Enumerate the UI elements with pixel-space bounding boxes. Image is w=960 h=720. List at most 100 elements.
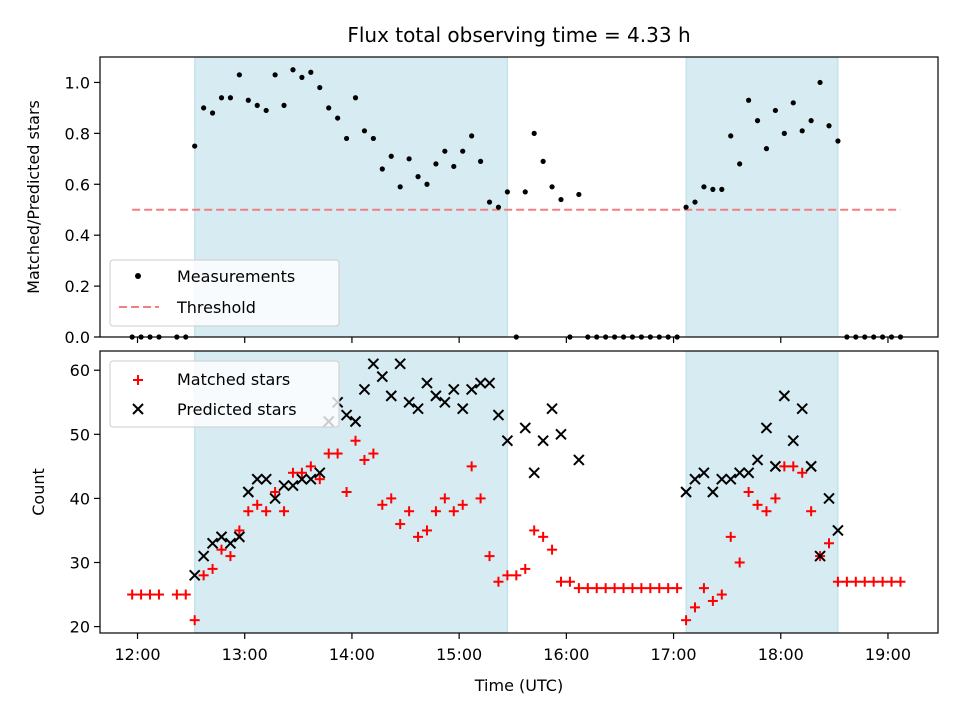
- measurement-point: [790, 100, 796, 106]
- measurement-point: [477, 158, 484, 164]
- measurement-point: [522, 189, 528, 195]
- x-tick-label: 17:00: [651, 645, 697, 664]
- measurement-point: [379, 166, 385, 172]
- matched-star-point: [564, 576, 575, 587]
- matched-star-point: [296, 467, 307, 478]
- predicted-star-point: [805, 460, 817, 473]
- matched-star-point: [323, 448, 334, 459]
- predicted-star-point: [707, 486, 719, 498]
- predicted-star-point: [823, 492, 835, 505]
- predicted-star-point: [403, 396, 415, 408]
- top-shaded-interval-2: [685, 56, 839, 338]
- measurement-point: [701, 184, 707, 190]
- matched-star-point: [698, 583, 709, 594]
- matched-star-point: [475, 493, 486, 504]
- matched-star-point: [663, 583, 674, 594]
- measurement-point: [719, 186, 725, 192]
- predicted-star-point: [448, 383, 460, 396]
- bottom-y-tick-label: 60: [70, 361, 90, 380]
- measurement-point: [317, 84, 323, 91]
- measurement-point: [343, 135, 350, 142]
- measurement-point: [281, 102, 287, 108]
- matched-star-point: [153, 589, 164, 600]
- x-tick-label: 13:00: [222, 645, 268, 664]
- measurement-point: [746, 97, 752, 103]
- predicted-star-point: [492, 409, 505, 421]
- matched-star-point: [832, 576, 843, 587]
- x-axis-label: Time (UTC): [474, 676, 563, 695]
- measurement-point: [540, 158, 546, 164]
- measurement-point: [772, 107, 779, 114]
- measurement-point: [245, 97, 251, 103]
- predicted-star-point: [439, 396, 451, 408]
- matched-star-point: [225, 551, 236, 562]
- measurement-point: [754, 118, 761, 124]
- legend-threshold-label: Threshold: [176, 298, 256, 317]
- bottom-legend: Matched stars Predicted stars: [109, 360, 340, 428]
- matched-star-point: [743, 487, 754, 497]
- x-tick-label: 12:00: [114, 645, 160, 664]
- count-points: [127, 358, 906, 626]
- matched-star-point: [359, 454, 370, 465]
- predicted-star-point: [358, 383, 371, 396]
- predicted-star-point: [832, 524, 844, 537]
- top-y-tick-label: 1.0: [65, 73, 90, 92]
- predicted-star-point: [412, 402, 424, 415]
- matched-star-point: [824, 538, 835, 549]
- predicted-star-point: [519, 422, 531, 434]
- matched-star-point: [234, 525, 245, 536]
- measurement-point: [424, 181, 430, 187]
- x-tick-label: 19:00: [865, 645, 911, 664]
- matched-star-point: [484, 551, 495, 562]
- matched-star-point: [261, 506, 272, 517]
- bottom-y-axis-label: Count: [29, 468, 48, 516]
- legend-measurements-label: Measurements: [177, 267, 295, 286]
- matched-star-point: [716, 589, 727, 600]
- predicted-star-point: [528, 467, 540, 479]
- measurement-point: [218, 95, 225, 101]
- predicted-star-point: [814, 550, 826, 562]
- predicted-star-point: [689, 473, 701, 485]
- predicted-star-point: [680, 486, 692, 498]
- predicted-star-point: [421, 377, 433, 389]
- matched-star-point: [457, 499, 468, 510]
- predicted-star-point: [242, 486, 255, 498]
- measurement-point: [710, 186, 716, 192]
- matched-star-point: [502, 570, 513, 581]
- measurement-point: [451, 163, 457, 170]
- matched-star-point: [591, 583, 602, 594]
- x-tick-label: 14:00: [329, 645, 375, 664]
- matched-star-point: [198, 570, 209, 581]
- predicted-star-point: [215, 531, 228, 543]
- matched-star-point: [895, 576, 906, 587]
- matched-star-point: [243, 506, 254, 517]
- measurement-point: [433, 161, 439, 167]
- top-y-ticks: 0.0 0.2 0.4 0.6 0.8 1.0: [65, 73, 100, 347]
- measurement-point: [504, 189, 510, 195]
- measurement-point: [576, 191, 582, 198]
- matched-star-point: [377, 499, 388, 510]
- predicted-star-point: [537, 435, 549, 447]
- matched-star-point: [520, 563, 531, 574]
- predicted-star-point: [465, 383, 478, 396]
- measurement-point: [486, 199, 493, 205]
- measurement-point: [361, 128, 368, 134]
- measurement-point: [737, 161, 743, 167]
- top-y-tick-label: 0.4: [65, 226, 90, 245]
- matched-star-point: [189, 615, 200, 626]
- matched-star-point: [618, 583, 629, 594]
- predicted-star-point: [197, 550, 210, 562]
- matched-star-point: [672, 583, 683, 594]
- matched-star-point: [448, 506, 459, 517]
- top-y-tick-label: 0.0: [65, 328, 90, 347]
- matched-star-point: [180, 589, 191, 600]
- predicted-star-point: [555, 428, 567, 441]
- measurement-point: [397, 184, 403, 190]
- predicted-star-point: [278, 479, 290, 492]
- predicted-star-point: [251, 473, 263, 485]
- bottom-y-tick-label: 50: [70, 425, 90, 444]
- measurement-point: [808, 118, 814, 124]
- matched-star-point: [341, 487, 352, 497]
- matched-star-point: [466, 461, 477, 472]
- measurement-point: [326, 105, 332, 111]
